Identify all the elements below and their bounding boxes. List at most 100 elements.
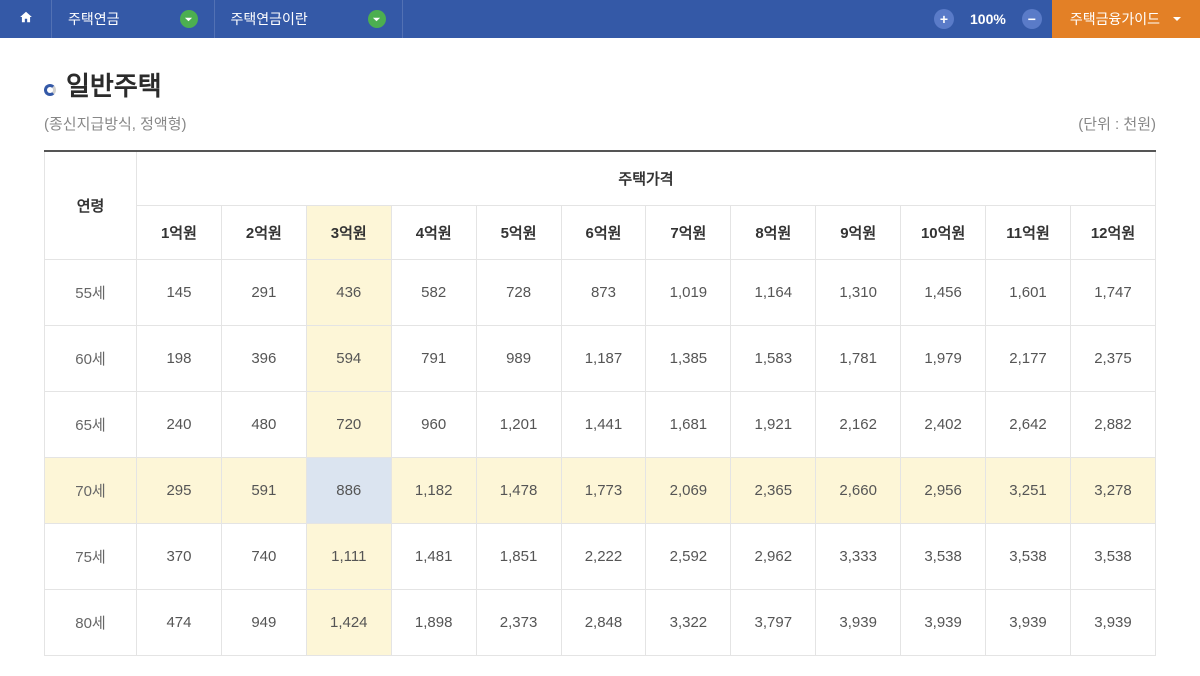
table-row: 55세1452914365827288731,0191,1641,3101,45… [45, 260, 1156, 326]
value-cell: 2,069 [646, 458, 731, 524]
table-row: 75세3707401,1111,4811,8512,2222,5922,9623… [45, 524, 1156, 590]
value-cell: 1,182 [391, 458, 476, 524]
value-cell: 2,660 [816, 458, 901, 524]
value-cell: 3,939 [1070, 590, 1155, 656]
value-cell: 3,538 [1070, 524, 1155, 590]
age-cell: 70세 [45, 458, 137, 524]
table-row: 65세2404807209601,2011,4411,6811,9212,162… [45, 392, 1156, 458]
value-cell: 1,478 [476, 458, 561, 524]
value-cell: 295 [137, 458, 222, 524]
value-cell: 1,111 [306, 524, 391, 590]
nav-item-label: 주택연금이란 [231, 9, 308, 29]
zoom-level: 100% [970, 11, 1006, 27]
value-cell: 3,278 [1070, 458, 1155, 524]
value-cell: 2,375 [1070, 326, 1155, 392]
column-header: 9억원 [816, 206, 901, 260]
value-cell: 1,201 [476, 392, 561, 458]
value-cell: 3,939 [986, 590, 1071, 656]
value-cell: 1,456 [901, 260, 986, 326]
age-cell: 80세 [45, 590, 137, 656]
value-cell: 3,538 [986, 524, 1071, 590]
table-row: 60세1983965947919891,1871,3851,5831,7811,… [45, 326, 1156, 392]
value-cell: 198 [137, 326, 222, 392]
value-cell: 2,882 [1070, 392, 1155, 458]
value-cell: 1,781 [816, 326, 901, 392]
value-cell: 1,851 [476, 524, 561, 590]
value-cell: 1,424 [306, 590, 391, 656]
column-header: 12억원 [1070, 206, 1155, 260]
value-cell: 791 [391, 326, 476, 392]
column-header: 11억원 [986, 206, 1071, 260]
value-cell: 2,592 [646, 524, 731, 590]
nav-item-pension[interactable]: 주택연금 [52, 0, 215, 38]
guide-button[interactable]: 주택금융가이드 [1052, 0, 1200, 38]
home-button[interactable] [0, 0, 52, 38]
value-cell: 3,538 [901, 524, 986, 590]
nav-item-about[interactable]: 주택연금이란 [215, 0, 403, 38]
value-cell: 1,773 [561, 458, 646, 524]
column-header: 2억원 [221, 206, 306, 260]
table-row: 80세4749491,4241,8982,3732,8483,3223,7973… [45, 590, 1156, 656]
value-cell: 2,642 [986, 392, 1071, 458]
zoom-controls: + 100% − [924, 0, 1052, 38]
value-cell: 2,162 [816, 392, 901, 458]
value-cell: 2,962 [731, 524, 816, 590]
column-header: 6억원 [561, 206, 646, 260]
zoom-in-button[interactable]: + [934, 9, 954, 29]
value-cell: 873 [561, 260, 646, 326]
value-cell: 1,681 [646, 392, 731, 458]
age-cell: 75세 [45, 524, 137, 590]
value-cell: 591 [221, 458, 306, 524]
value-cell: 1,019 [646, 260, 731, 326]
column-header: 8억원 [731, 206, 816, 260]
page-title: 일반주택 [66, 66, 162, 103]
table-row: 70세2955918861,1821,4781,7732,0692,3652,6… [45, 458, 1156, 524]
column-header: 10억원 [901, 206, 986, 260]
value-cell: 3,333 [816, 524, 901, 590]
value-cell: 1,164 [731, 260, 816, 326]
value-cell: 3,797 [731, 590, 816, 656]
value-cell: 594 [306, 326, 391, 392]
value-cell: 2,373 [476, 590, 561, 656]
value-cell: 2,956 [901, 458, 986, 524]
column-header: 5억원 [476, 206, 561, 260]
value-cell: 740 [221, 524, 306, 590]
value-cell: 949 [221, 590, 306, 656]
value-cell: 1,921 [731, 392, 816, 458]
value-cell: 1,187 [561, 326, 646, 392]
value-cell: 3,939 [901, 590, 986, 656]
top-navbar: 주택연금 주택연금이란 + 100% − 주택금융가이드 [0, 0, 1200, 38]
value-cell: 396 [221, 326, 306, 392]
value-cell: 3,251 [986, 458, 1071, 524]
group-header: 주택가격 [137, 151, 1156, 206]
column-header: 3억원 [306, 206, 391, 260]
title-row: 일반주택 [44, 66, 1156, 103]
value-cell: 436 [306, 260, 391, 326]
value-cell: 728 [476, 260, 561, 326]
value-cell: 3,939 [816, 590, 901, 656]
value-cell: 145 [137, 260, 222, 326]
value-cell: 720 [306, 392, 391, 458]
value-cell: 2,222 [561, 524, 646, 590]
value-cell: 1,310 [816, 260, 901, 326]
corner-header: 연령 [45, 151, 137, 260]
zoom-out-button[interactable]: − [1022, 9, 1042, 29]
value-cell: 1,583 [731, 326, 816, 392]
value-cell: 370 [137, 524, 222, 590]
value-cell: 3,322 [646, 590, 731, 656]
pension-table: 연령 주택가격 1억원2억원3억원4억원5억원6억원7억원8억원9억원10억원1… [44, 150, 1156, 656]
value-cell: 480 [221, 392, 306, 458]
value-cell: 1,747 [1070, 260, 1155, 326]
column-header: 7억원 [646, 206, 731, 260]
bullet-icon [44, 84, 56, 96]
value-cell: 1,601 [986, 260, 1071, 326]
value-cell: 291 [221, 260, 306, 326]
value-cell: 2,848 [561, 590, 646, 656]
home-icon [19, 10, 33, 29]
subtitle-row: (종신지급방식, 정액형) (단위 : 천원) [44, 113, 1156, 134]
chevron-down-icon [180, 10, 198, 28]
value-cell: 2,365 [731, 458, 816, 524]
value-cell: 582 [391, 260, 476, 326]
value-cell: 2,402 [901, 392, 986, 458]
value-cell: 1,481 [391, 524, 476, 590]
